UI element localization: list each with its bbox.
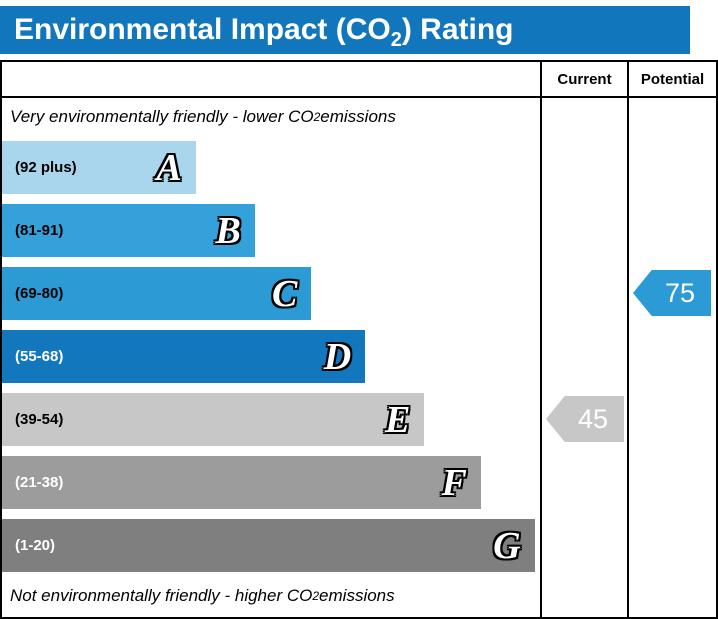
band-range-label: (69-80) bbox=[15, 285, 64, 302]
band-letter: D bbox=[323, 335, 352, 378]
header-spacer bbox=[2, 62, 540, 96]
current-value: 45 bbox=[577, 403, 609, 434]
bottom-note: Not environmentally friendly - higher CO… bbox=[10, 586, 395, 605]
band-row-d: (55-68) D bbox=[2, 325, 540, 388]
band-letter: F bbox=[441, 461, 467, 504]
band-bar-a: (92 plus) A bbox=[2, 141, 196, 194]
band-range-label: (39-54) bbox=[15, 411, 64, 428]
band-letter: A bbox=[156, 146, 182, 189]
potential-value: 75 bbox=[664, 277, 696, 308]
band-bar-b: (81-91) B bbox=[2, 204, 255, 257]
band-row-c: (69-80) C bbox=[2, 262, 540, 325]
band-row-e: (39-54) E bbox=[2, 388, 540, 451]
band-bar-c: (69-80) C bbox=[2, 267, 312, 320]
band-letter: C bbox=[271, 272, 298, 315]
co2-rating-chart: Current Potential Very environmentally f… bbox=[0, 60, 718, 619]
band-row-f: (21-38) F bbox=[2, 451, 540, 514]
band-range-label: (1-20) bbox=[15, 537, 56, 554]
bottom-note-suffix: emissions bbox=[319, 586, 395, 605]
page-title-subscript: 2 bbox=[390, 29, 402, 51]
band-range-label: (55-68) bbox=[15, 348, 64, 365]
current-column: 45 bbox=[540, 98, 627, 617]
page-title-suffix: ) Rating bbox=[401, 13, 514, 46]
page-title-prefix: Environmental Impact (CO bbox=[14, 13, 391, 46]
band-bar-f: (21-38) F bbox=[2, 456, 481, 509]
band-bar-g: (1-20) G bbox=[2, 519, 535, 572]
band-row-b: (81-91) B bbox=[2, 199, 540, 262]
band-range-label: (21-38) bbox=[15, 474, 64, 491]
current-column-header: Current bbox=[540, 62, 627, 96]
bands-column: Very environmentally friendly - lower CO… bbox=[2, 98, 540, 617]
top-note-suffix: emissions bbox=[320, 107, 396, 126]
chart-header-row: Current Potential bbox=[2, 62, 716, 98]
potential-column: 75 bbox=[627, 98, 716, 617]
chart-body: Very environmentally friendly - lower CO… bbox=[2, 98, 716, 617]
band-range-label: (92 plus) bbox=[15, 159, 77, 176]
band-row-g: (1-20) G bbox=[2, 514, 540, 577]
band-letter: B bbox=[215, 209, 241, 252]
potential-value-arrow: 75 bbox=[633, 270, 711, 316]
current-value-arrow: 45 bbox=[546, 396, 624, 442]
potential-column-header: Potential bbox=[627, 62, 716, 96]
top-note: Very environmentally friendly - lower CO… bbox=[10, 107, 396, 126]
band-bar-d: (55-68) D bbox=[2, 330, 366, 383]
band-letter: G bbox=[493, 524, 521, 567]
band-bar-e: (39-54) E bbox=[2, 393, 425, 446]
band-row-a: (92 plus) A bbox=[2, 136, 540, 199]
band-letter: E bbox=[384, 398, 411, 441]
band-range-label: (81-91) bbox=[15, 222, 64, 239]
top-note-text: Very environmentally friendly - lower CO bbox=[10, 107, 314, 126]
page-title: Environmental Impact (CO2) Rating bbox=[0, 6, 690, 54]
bottom-note-text: Not environmentally friendly - higher CO bbox=[10, 586, 313, 605]
